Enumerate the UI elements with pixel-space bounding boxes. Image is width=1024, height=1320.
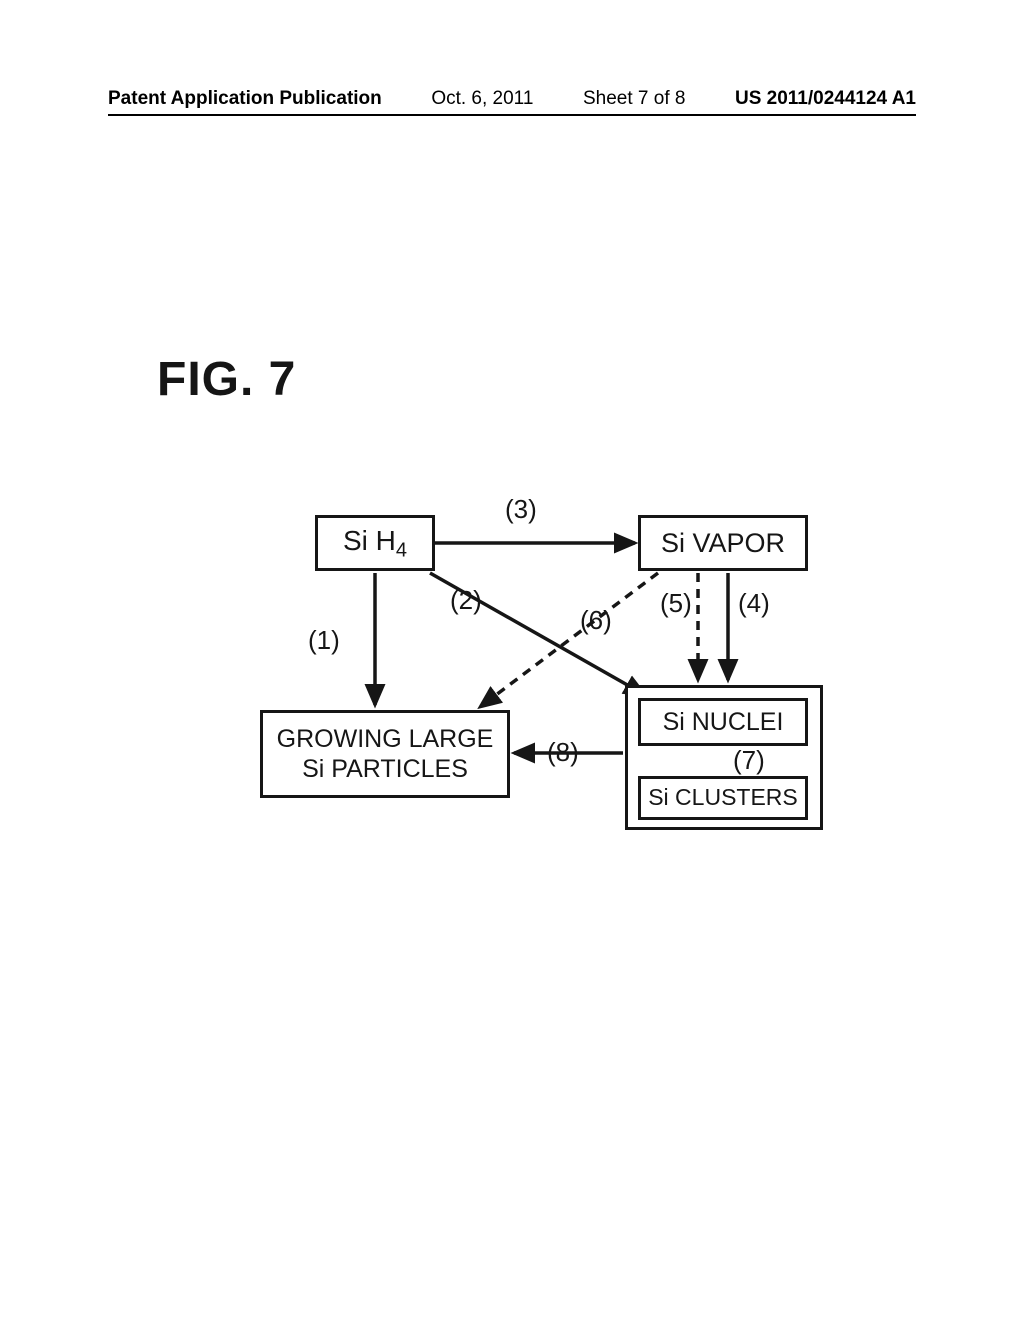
header-pubnum: US 2011/0244124 A1	[735, 88, 916, 110]
edge-label-3: (3)	[505, 494, 537, 525]
edge-label-4: (4)	[738, 588, 770, 619]
node-si-clusters: Si CLUSTERS	[638, 776, 808, 820]
node-growing: GROWING LARGE Si PARTICLES	[260, 710, 510, 798]
node-si-vapor-text: Si VAPOR	[661, 527, 785, 559]
node-si-nuclei-text: Si NUCLEI	[663, 707, 784, 737]
header-rule	[108, 114, 916, 116]
edge-label-8: (8)	[547, 737, 579, 768]
node-si-vapor: Si VAPOR	[638, 515, 808, 571]
edge-label-5: (5)	[660, 588, 692, 619]
node-sih4: Si H4	[315, 515, 435, 571]
node-si-nuclei: Si NUCLEI	[638, 698, 808, 746]
header-sheet: Sheet 7 of 8	[583, 88, 685, 110]
node-growing-line1: GROWING LARGE	[277, 724, 494, 754]
edge-label-2: (2)	[450, 585, 482, 616]
edge-label-6: (6)	[580, 605, 612, 636]
edge-label-7: (7)	[733, 745, 765, 776]
node-sih4-text: Si H4	[343, 524, 407, 563]
edge-label-1: (1)	[308, 625, 340, 656]
diagram-container: Si H4 Si VAPOR GROWING LARGE Si PARTICLE…	[250, 500, 810, 860]
figure-label: FIG. 7	[157, 352, 296, 407]
header-publication: Patent Application Publication	[108, 88, 382, 110]
node-growing-line2: Si PARTICLES	[302, 754, 468, 784]
header-date: Oct. 6, 2011	[431, 88, 533, 110]
node-si-clusters-text: Si CLUSTERS	[648, 784, 798, 812]
